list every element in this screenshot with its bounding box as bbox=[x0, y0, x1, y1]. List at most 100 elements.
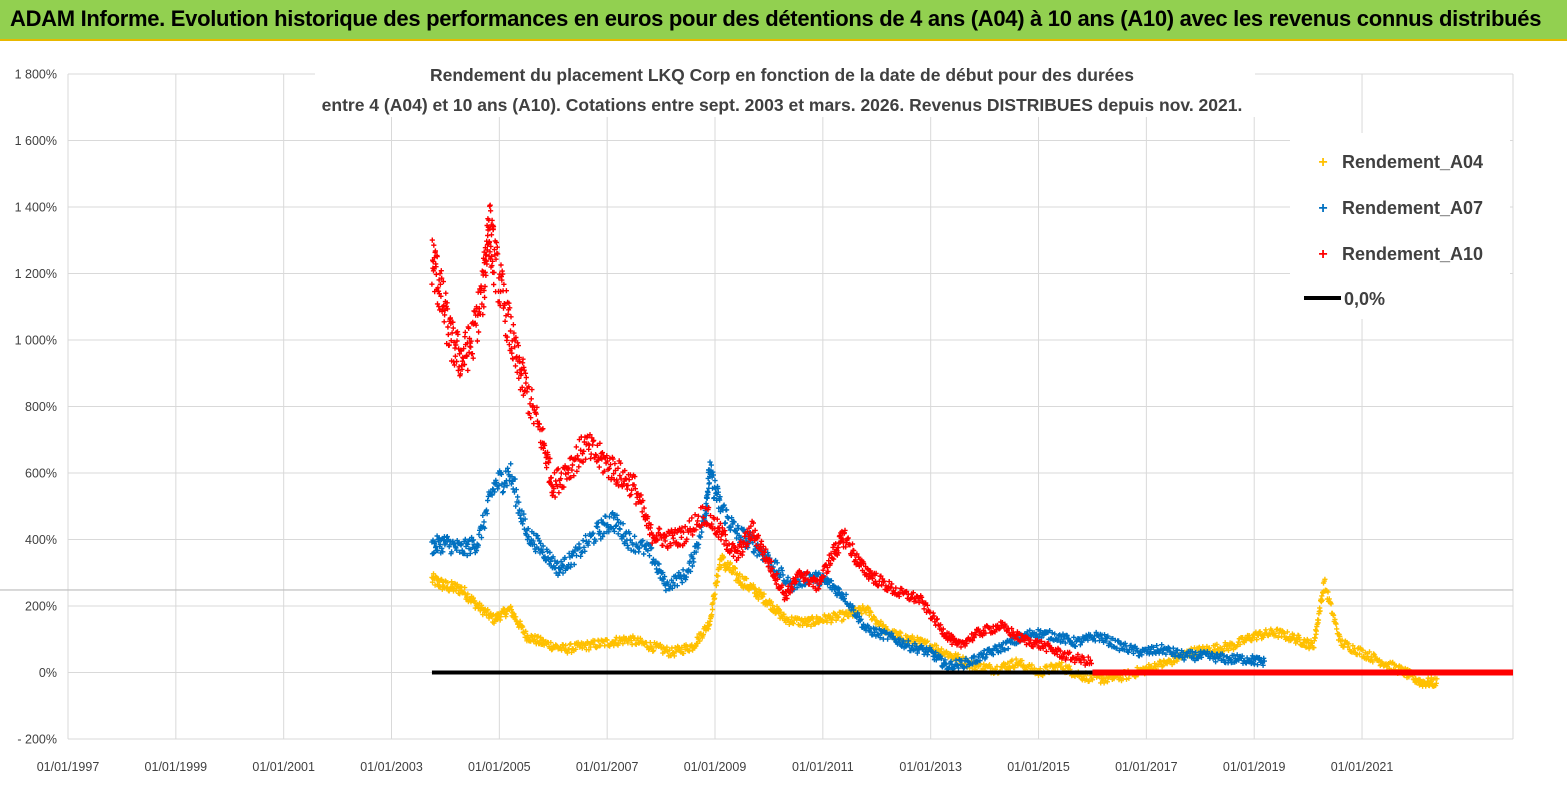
point-rendement-a04 bbox=[841, 617, 847, 623]
point-rendement-a10 bbox=[566, 465, 572, 471]
point-rendement-a10 bbox=[694, 522, 700, 528]
point-rendement-a10 bbox=[438, 293, 444, 299]
point-rendement-a10 bbox=[504, 334, 510, 340]
point-rendement-a07 bbox=[843, 591, 849, 597]
point-rendement-a04 bbox=[938, 646, 945, 652]
point-rendement-a10 bbox=[1054, 651, 1060, 657]
point-rendement-a07 bbox=[615, 531, 621, 537]
y-tick-label: 1 600% bbox=[15, 134, 57, 148]
point-rendement-a10 bbox=[597, 440, 603, 446]
point-rendement-a04 bbox=[1086, 678, 1092, 684]
point-rendement-a07 bbox=[933, 649, 939, 656]
point-rendement-a10 bbox=[496, 299, 502, 305]
point-rendement-a10 bbox=[700, 504, 706, 510]
point-rendement-a10 bbox=[616, 483, 622, 489]
point-rendement-a07 bbox=[1165, 644, 1171, 650]
point-rendement-a10 bbox=[614, 479, 620, 485]
point-rendement-a04 bbox=[1206, 645, 1212, 651]
point-rendement-a07 bbox=[660, 570, 666, 576]
point-rendement-a07 bbox=[1093, 629, 1099, 636]
point-rendement-a10 bbox=[753, 542, 760, 549]
point-rendement-a10 bbox=[551, 486, 557, 492]
point-rendement-a10 bbox=[551, 470, 558, 476]
point-rendement-a04 bbox=[714, 579, 721, 585]
point-rendement-a07 bbox=[1139, 652, 1145, 658]
point-rendement-a10 bbox=[820, 567, 826, 573]
point-rendement-a04 bbox=[1011, 665, 1018, 671]
point-rendement-a04 bbox=[898, 630, 904, 636]
point-rendement-a07 bbox=[500, 489, 506, 495]
point-rendement-a10 bbox=[450, 319, 456, 325]
point-rendement-a10 bbox=[617, 473, 623, 479]
y-tick-label: 1 400% bbox=[15, 201, 57, 215]
point-rendement-a10 bbox=[488, 243, 494, 249]
point-rendement-a10 bbox=[774, 571, 780, 577]
point-rendement-a07 bbox=[1005, 646, 1011, 652]
point-rendement-a07 bbox=[912, 641, 918, 647]
point-rendement-a10 bbox=[738, 538, 744, 544]
point-rendement-a10 bbox=[845, 535, 851, 541]
point-rendement-a07 bbox=[875, 632, 881, 638]
point-rendement-a10 bbox=[539, 427, 545, 433]
point-rendement-a07 bbox=[440, 549, 446, 555]
point-rendement-a10 bbox=[516, 375, 522, 381]
point-rendement-a04 bbox=[1333, 621, 1339, 627]
point-rendement-a07 bbox=[589, 531, 595, 537]
point-rendement-a04 bbox=[1220, 648, 1227, 654]
point-rendement-a07 bbox=[943, 661, 949, 667]
point-rendement-a07 bbox=[464, 552, 470, 559]
point-rendement-a07 bbox=[1106, 640, 1112, 646]
point-rendement-a07 bbox=[856, 613, 862, 619]
point-rendement-a10 bbox=[457, 371, 463, 377]
point-rendement-a04 bbox=[697, 638, 703, 644]
legend-item-a07: + Rendement_A07 bbox=[1318, 198, 1483, 218]
point-rendement-a07 bbox=[555, 572, 561, 578]
point-rendement-a04 bbox=[591, 641, 597, 647]
point-rendement-a10 bbox=[454, 358, 460, 365]
point-rendement-a04 bbox=[955, 651, 961, 658]
point-rendement-a04 bbox=[686, 648, 692, 654]
point-rendement-a04 bbox=[1281, 630, 1287, 637]
point-rendement-a10 bbox=[1057, 648, 1064, 654]
x-tick-label: 01/01/2003 bbox=[360, 760, 423, 774]
point-rendement-a10 bbox=[455, 331, 461, 337]
point-rendement-a10 bbox=[679, 525, 685, 531]
point-rendement-a10 bbox=[540, 445, 546, 451]
legend-marker-a04: + bbox=[1318, 154, 1327, 171]
point-rendement-a10 bbox=[714, 529, 720, 536]
point-rendement-a04 bbox=[449, 579, 455, 585]
point-rendement-a04 bbox=[1211, 647, 1217, 653]
point-rendement-a07 bbox=[1254, 662, 1261, 668]
point-rendement-a07 bbox=[984, 651, 990, 657]
point-rendement-a04 bbox=[671, 653, 677, 659]
point-rendement-a10 bbox=[515, 343, 521, 349]
point-rendement-a10 bbox=[434, 301, 441, 307]
point-rendement-a10 bbox=[486, 239, 492, 245]
point-rendement-a07 bbox=[550, 554, 556, 560]
point-rendement-a10 bbox=[743, 544, 750, 550]
point-rendement-a10 bbox=[775, 576, 781, 582]
point-rendement-a10 bbox=[836, 550, 842, 556]
point-rendement-a10 bbox=[545, 452, 551, 458]
point-rendement-a07 bbox=[1216, 654, 1222, 660]
point-rendement-a10 bbox=[439, 275, 445, 281]
point-rendement-a07 bbox=[674, 583, 680, 589]
point-rendement-a10 bbox=[638, 492, 644, 498]
point-rendement-a10 bbox=[494, 244, 500, 250]
point-rendement-a10 bbox=[490, 224, 497, 230]
point-rendement-a07 bbox=[680, 567, 686, 573]
point-rendement-a10 bbox=[987, 625, 993, 631]
point-rendement-a07 bbox=[641, 551, 647, 557]
point-rendement-a04 bbox=[755, 596, 761, 602]
point-rendement-a07 bbox=[498, 471, 504, 477]
point-rendement-a07 bbox=[794, 585, 800, 591]
point-rendement-a10 bbox=[441, 302, 447, 308]
point-rendement-a04 bbox=[720, 554, 727, 560]
point-rendement-a04 bbox=[1328, 601, 1334, 607]
point-rendement-a07 bbox=[855, 610, 861, 616]
point-rendement-a07 bbox=[1035, 627, 1041, 633]
point-rendement-a10 bbox=[470, 355, 476, 361]
point-rendement-a04 bbox=[1009, 657, 1015, 663]
point-rendement-a10 bbox=[622, 468, 628, 474]
point-rendement-a10 bbox=[831, 556, 837, 562]
